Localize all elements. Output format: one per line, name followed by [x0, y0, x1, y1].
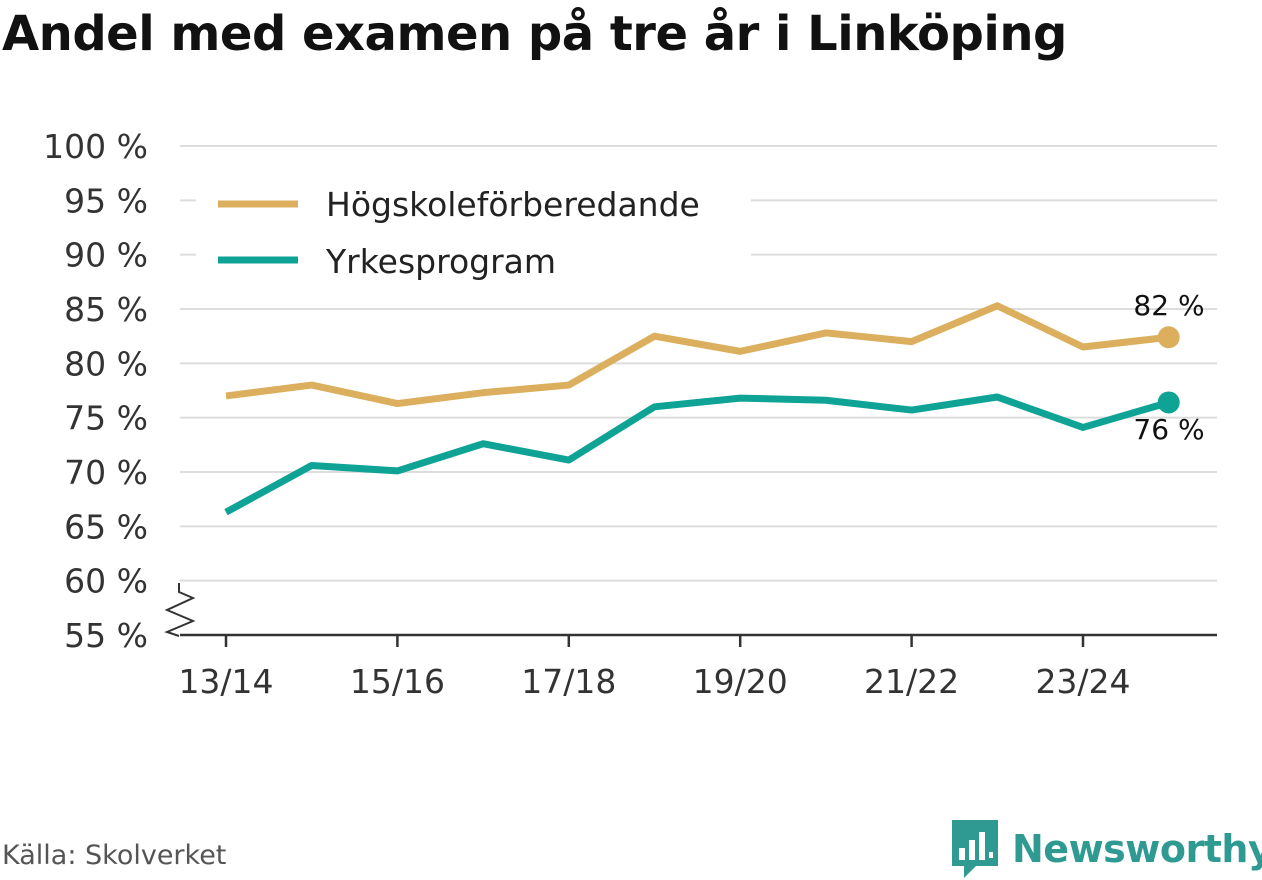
end-label-yrke: 76 % [1133, 413, 1204, 446]
y-tick-label: 100 % [43, 127, 148, 166]
legend-label-yrke: Yrkesprogram [325, 242, 556, 281]
y-tick-label: 95 % [64, 181, 148, 220]
source-note: Källa: Skolverket [2, 840, 227, 871]
brand: Newsworthy [950, 818, 1262, 880]
series-end-point-1 [1157, 391, 1180, 414]
legend-label-hogskole: Högskoleförberedande [326, 185, 700, 224]
x-tick-label: 23/24 [1035, 662, 1130, 701]
y-tick-label: 55 % [64, 616, 148, 655]
y-tick-label: 90 % [64, 236, 148, 275]
chart-title: Andel med examen på tre år i Linköping [2, 6, 1067, 62]
series-line-1 [224, 393, 1170, 516]
brand-name: Newsworthy [1012, 827, 1262, 871]
series-end-point-0 [1157, 326, 1180, 349]
series-lines [224, 302, 1180, 516]
x-tick-label: 21/22 [864, 662, 959, 701]
y-axis-ticks: 55 % 60 % 65 % 70 % 75 % 80 % 85 % 90 % 95 % 100 … [43, 127, 148, 655]
y-tick-label: 65 % [64, 507, 148, 546]
x-tick-label: 19/20 [693, 662, 788, 701]
axis-break-icon [164, 583, 196, 637]
y-tick-label: 75 % [64, 399, 148, 438]
legend: Högskoleförberedande Yrkesprogram [196, 170, 751, 282]
y-tick-label: 85 % [64, 290, 148, 329]
end-labels: 82 % 76 % [1133, 289, 1204, 446]
end-label-hogskole: 82 % [1133, 289, 1204, 322]
x-tick-label: 13/14 [178, 662, 273, 701]
x-tick-label: 17/18 [521, 662, 616, 701]
x-tick-label: 15/16 [350, 662, 445, 701]
series-line-0 [225, 302, 1170, 408]
y-tick-label: 60 % [64, 562, 148, 601]
line-chart: 55 % 60 % 65 % 70 % 75 % 80 % 85 % 90 % 95 % 100 … [43, 127, 1217, 701]
x-axis: 13/14 15/16 17/18 19/20 21/22 23/24 [178, 633, 1217, 701]
y-tick-label: 70 % [64, 453, 148, 492]
newsworthy-logo-icon [952, 820, 998, 878]
y-tick-label: 80 % [64, 344, 148, 383]
